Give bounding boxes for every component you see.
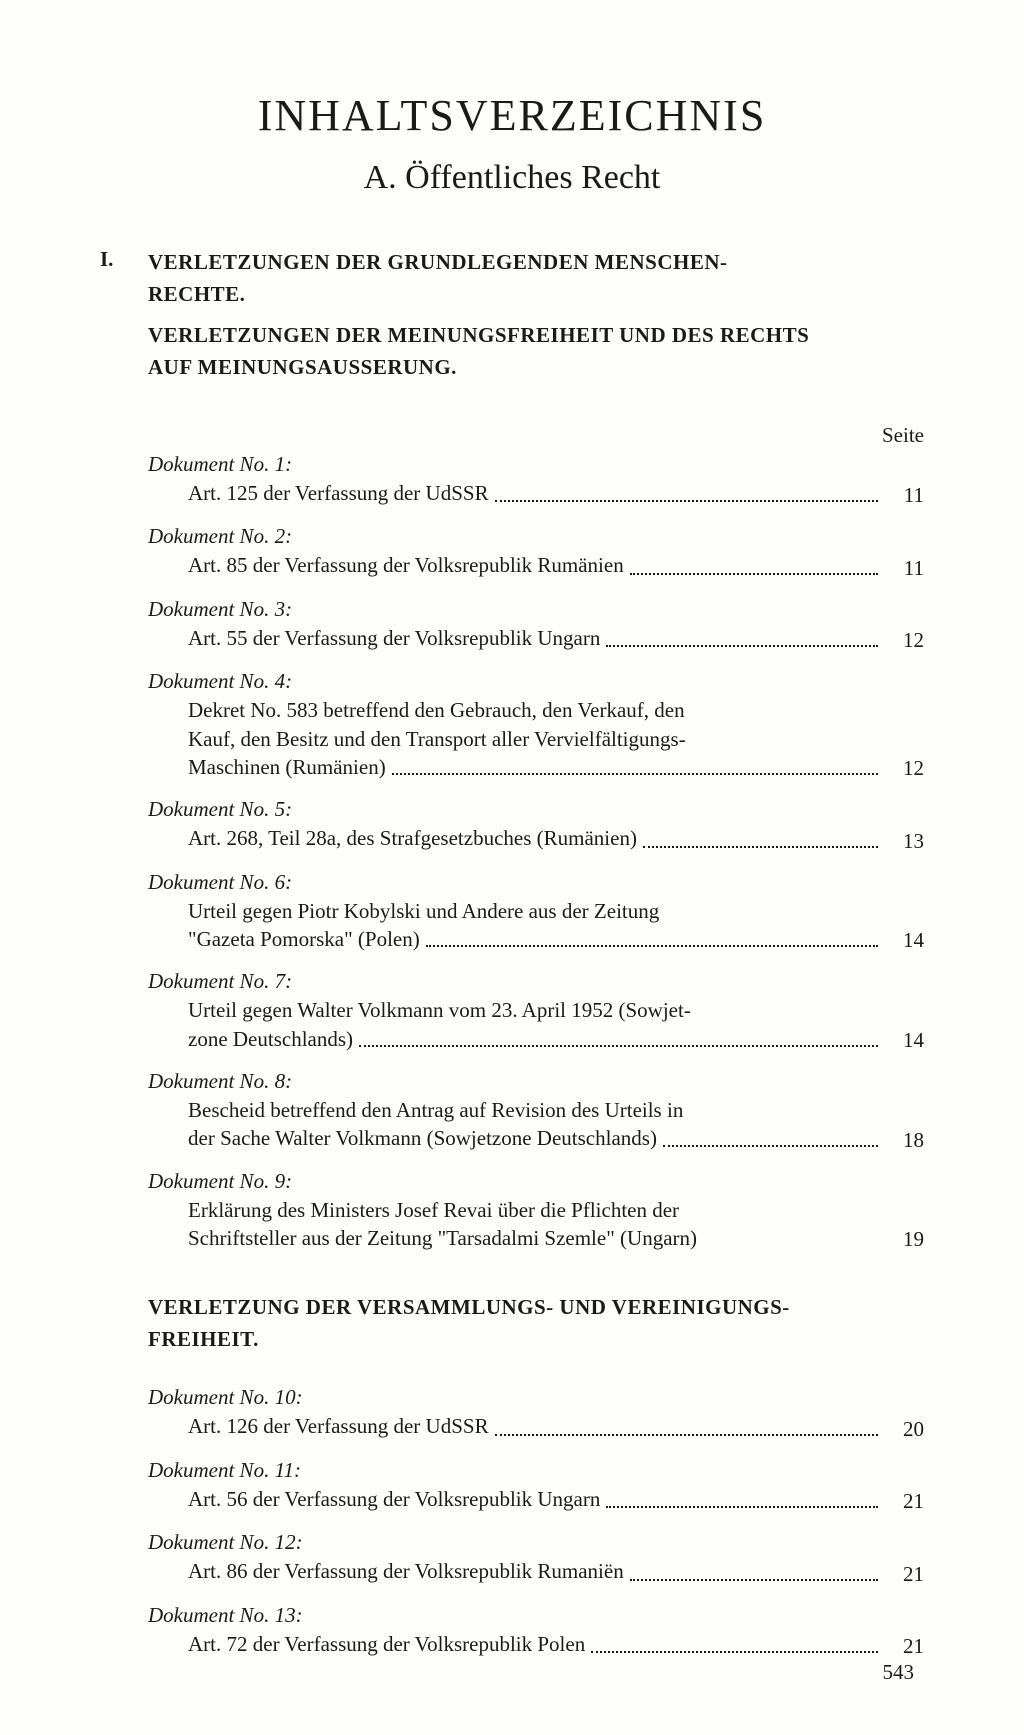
dot-leaders	[630, 572, 878, 575]
doc-label: Dokument No. 3:	[148, 597, 924, 622]
desc-row: Art. 72 der Verfassung der Volksrepublik…	[148, 1630, 924, 1659]
dot-leaders	[392, 772, 878, 775]
page-ref: 13	[884, 829, 924, 854]
desc-row: Dekret No. 583 betreffend den Gebrauch, …	[148, 696, 924, 781]
page-ref: 14	[884, 1028, 924, 1053]
toc-entry: Dokument No. 4: Dekret No. 583 betreffen…	[148, 669, 924, 781]
desc-row: Art. 55 der Verfassung der Volksrepublik…	[148, 624, 924, 653]
page-ref: 14	[884, 928, 924, 953]
desc-row: Art. 126 der Verfassung der UdSSR 20	[148, 1412, 924, 1441]
desc-row: Art. 56 der Verfassung der Volksrepublik…	[148, 1485, 924, 1514]
toc-entry: Dokument No. 12: Art. 86 der Verfassung …	[148, 1530, 924, 1586]
page-ref: 18	[884, 1128, 924, 1153]
page-ref: 12	[884, 756, 924, 781]
section-heading-2: VERLETZUNG DER VERSAMMLUNGS- UND VEREINI…	[148, 1292, 924, 1355]
page: INHALTSVERZEICHNIS A. Öffentliches Recht…	[0, 0, 1024, 1735]
page-ref: 21	[884, 1562, 924, 1587]
toc-entry: Dokument No. 2: Art. 85 der Verfassung d…	[148, 524, 924, 580]
page-ref: 11	[884, 556, 924, 581]
toc-entry: Dokument No. 7: Urteil gegen Walter Volk…	[148, 969, 924, 1053]
doc-label: Dokument No. 9:	[148, 1169, 924, 1194]
desc-row: Art. 85 der Verfassung der Volksrepublik…	[148, 551, 924, 580]
dot-leaders	[495, 499, 878, 502]
page-ref: 21	[884, 1634, 924, 1659]
dot-leaders	[359, 1044, 878, 1047]
page-ref: 12	[884, 628, 924, 653]
desc-text: Art. 55 der Verfassung der Volksrepublik…	[188, 624, 600, 653]
main-title: INHALTSVERZEICHNIS	[100, 90, 924, 141]
desc-row: Art. 125 der Verfassung der UdSSR 11	[148, 479, 924, 508]
doc-label: Dokument No. 7:	[148, 969, 924, 994]
doc-label: Dokument No. 12:	[148, 1530, 924, 1555]
toc-entry: Dokument No. 1: Art. 125 der Verfassung …	[148, 452, 924, 508]
toc-entry: Dokument No. 9: Erklärung des Ministers …	[148, 1169, 924, 1253]
desc-row: Urteil gegen Walter Volkmann vom 23. Apr…	[148, 996, 924, 1053]
desc-text: Bescheid betreffend den Antrag auf Revis…	[188, 1096, 884, 1153]
desc-text: Art. 86 der Verfassung der Volksrepublik…	[188, 1557, 624, 1586]
desc-row: Erklärung des Ministers Josef Revai über…	[148, 1196, 924, 1253]
toc-entry: Dokument No. 6: Urteil gegen Piotr Kobyl…	[148, 870, 924, 954]
doc-label: Dokument No. 2:	[148, 524, 924, 549]
dot-leaders	[426, 944, 878, 947]
doc-label: Dokument No. 6:	[148, 870, 924, 895]
page-ref: 19	[884, 1227, 924, 1252]
page-number: 543	[883, 1660, 915, 1685]
desc-text: Art. 72 der Verfassung der Volksrepublik…	[188, 1630, 585, 1659]
page-ref: 20	[884, 1417, 924, 1442]
doc-label: Dokument No. 8:	[148, 1069, 924, 1094]
dot-leaders	[630, 1578, 878, 1581]
page-ref: 11	[884, 483, 924, 508]
doc-label: Dokument No. 5:	[148, 797, 924, 822]
desc-text: Erklärung des Ministers Josef Revai über…	[188, 1196, 884, 1253]
dot-leaders	[591, 1650, 878, 1653]
desc-text: Urteil gegen Walter Volkmann vom 23. Apr…	[188, 996, 884, 1053]
section-text: VERLETZUNGEN DER GRUNDLEGENDEN MENSCHEN-…	[148, 247, 924, 393]
dot-leaders	[606, 1505, 878, 1508]
desc-row: Urteil gegen Piotr Kobylski und Andere a…	[148, 897, 924, 954]
desc-text: Art. 56 der Verfassung der Volksrepublik…	[188, 1485, 600, 1514]
desc-text: Dekret No. 583 betreffend den Gebrauch, …	[188, 696, 884, 781]
roman-numeral: I.	[100, 247, 148, 393]
desc-text: Art. 126 der Verfassung der UdSSR	[188, 1412, 489, 1441]
toc-entry: Dokument No. 10: Art. 126 der Verfassung…	[148, 1385, 924, 1441]
seite-label: Seite	[100, 423, 924, 448]
toc-entry: Dokument No. 11: Art. 56 der Verfassung …	[148, 1458, 924, 1514]
desc-row: Art. 268, Teil 28a, des Strafgesetzbuche…	[148, 824, 924, 853]
section-heading-1b: VERLETZUNGEN DER MEINUNGSFREIHEIT UND DE…	[148, 320, 924, 383]
doc-label: Dokument No. 10:	[148, 1385, 924, 1410]
dot-leaders	[643, 845, 878, 848]
dot-leaders	[495, 1433, 878, 1436]
desc-row: Bescheid betreffend den Antrag auf Revis…	[148, 1096, 924, 1153]
dot-leaders	[663, 1144, 878, 1147]
section-heading-1: VERLETZUNGEN DER GRUNDLEGENDEN MENSCHEN-…	[148, 247, 924, 310]
doc-label: Dokument No. 13:	[148, 1603, 924, 1628]
section-1-header: I. VERLETZUNGEN DER GRUNDLEGENDEN MENSCH…	[100, 247, 924, 393]
toc-entry: Dokument No. 3: Art. 55 der Verfassung d…	[148, 597, 924, 653]
doc-label: Dokument No. 1:	[148, 452, 924, 477]
page-ref: 21	[884, 1489, 924, 1514]
dot-leaders	[606, 644, 878, 647]
desc-text: Art. 125 der Verfassung der UdSSR	[188, 479, 489, 508]
desc-text: Art. 268, Teil 28a, des Strafgesetzbuche…	[188, 824, 637, 853]
toc-entry: Dokument No. 13: Art. 72 der Verfassung …	[148, 1603, 924, 1659]
desc-text: Art. 85 der Verfassung der Volksrepublik…	[188, 551, 624, 580]
toc-entry: Dokument No. 5: Art. 268, Teil 28a, des …	[148, 797, 924, 853]
desc-text: Urteil gegen Piotr Kobylski und Andere a…	[188, 897, 884, 954]
toc-entry: Dokument No. 8: Bescheid betreffend den …	[148, 1069, 924, 1153]
desc-row: Art. 86 der Verfassung der Volksrepublik…	[148, 1557, 924, 1586]
doc-label: Dokument No. 11:	[148, 1458, 924, 1483]
doc-label: Dokument No. 4:	[148, 669, 924, 694]
subtitle: A. Öffentliches Recht	[100, 159, 924, 197]
